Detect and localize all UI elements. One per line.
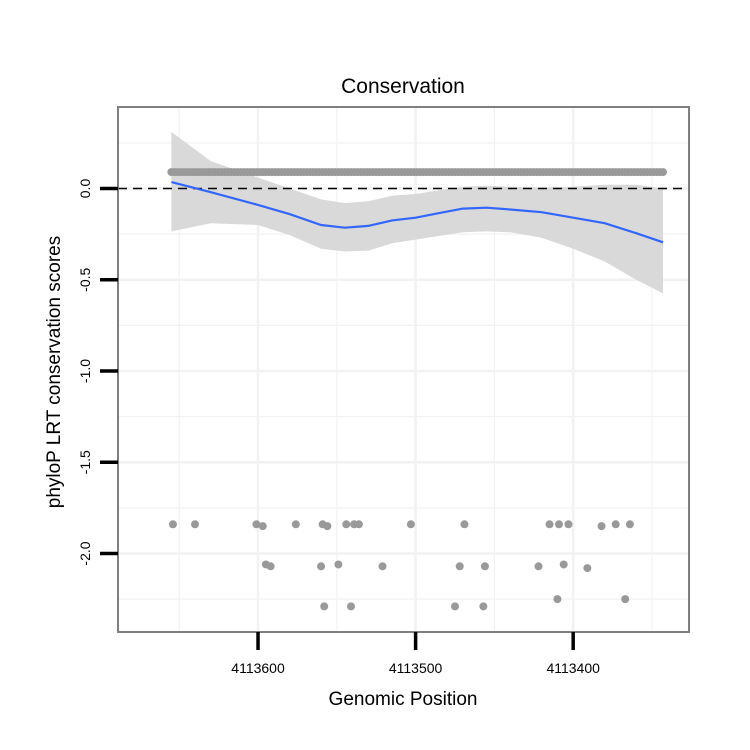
data-point [320, 602, 329, 611]
data-point [559, 560, 568, 569]
data-point [406, 520, 415, 529]
data-point [553, 595, 562, 604]
data-point [555, 520, 563, 529]
data-point [334, 560, 343, 569]
data-point [583, 564, 592, 573]
confidence-band-layer [171, 131, 663, 294]
nonconserved-points [168, 520, 634, 611]
data-point [564, 520, 573, 529]
x-tick-label: 4113600 [231, 660, 285, 676]
chart-title: Conservation [341, 75, 465, 98]
data-point [611, 520, 620, 529]
data-point [291, 520, 300, 529]
data-point [460, 520, 469, 529]
data-point [480, 562, 489, 571]
y-tick-label: -0.5 [77, 267, 93, 291]
data-point [168, 520, 177, 529]
data-point [545, 520, 554, 529]
data-point [347, 602, 355, 611]
data-point [191, 520, 199, 529]
y-tick-label: 0.0 [77, 179, 93, 199]
data-point [621, 595, 630, 604]
loess-fit-layer [171, 181, 664, 244]
data-point [252, 520, 261, 529]
x-axis-label: Genomic Position [329, 689, 478, 710]
data-point [266, 562, 275, 571]
data-point [479, 602, 488, 611]
y-tick-label: -1.5 [77, 450, 93, 474]
data-point [451, 602, 459, 611]
x-tick-label: 4113400 [546, 660, 600, 676]
y-axis-label: phyloP LRT conservation scores [44, 236, 65, 509]
y-tick-label: -2.0 [77, 541, 93, 565]
data-point [534, 562, 543, 571]
data-point [342, 520, 351, 529]
data-point [378, 562, 387, 571]
data-point [625, 520, 634, 529]
data-point [317, 562, 326, 571]
x-tick-label: 4113500 [389, 660, 443, 676]
data-point [354, 520, 363, 529]
y-tick-label: -1.0 [77, 359, 93, 383]
data-point [258, 522, 267, 531]
data-point [455, 562, 464, 571]
confidence-band [171, 131, 663, 294]
data-point [659, 168, 667, 177]
data-point [597, 522, 606, 531]
conserved-points [167, 168, 667, 177]
data-point [323, 522, 332, 531]
fit-line [171, 181, 664, 244]
axes: 0.0 -0.5 -1.0 -1.5 -2.0 4113600 4113500 4113400 [77, 179, 600, 676]
